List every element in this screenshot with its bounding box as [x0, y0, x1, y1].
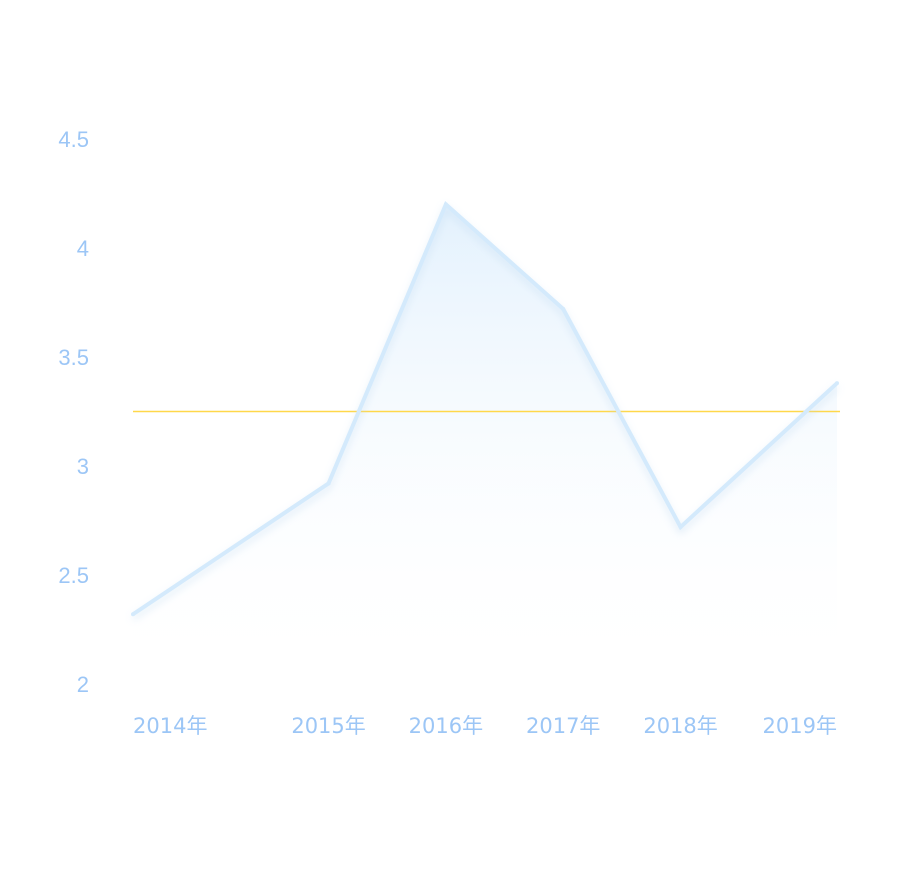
series-area	[133, 204, 837, 684]
plot-area	[131, 201, 840, 684]
y-axis-tick-labels: 4.5 4 3.5 3 2.5 2	[58, 127, 89, 697]
data-point	[443, 202, 448, 207]
x-tick-label: 2014年	[133, 714, 207, 738]
x-tick-label: 2016年	[409, 714, 483, 738]
y-tick-label: 3	[77, 454, 89, 479]
data-point	[835, 381, 839, 386]
y-tick-label: 2.5	[58, 563, 89, 588]
x-tick-label: 2015年	[291, 714, 365, 738]
y-tick-label: 2	[77, 672, 89, 697]
x-tick-label: 2018年	[643, 714, 717, 738]
y-tick-label: 4	[77, 236, 89, 261]
x-tick-label: 2019年	[763, 714, 837, 738]
y-tick-label: 3.5	[58, 345, 89, 370]
data-point	[678, 525, 683, 530]
data-point	[326, 481, 331, 486]
data-point	[561, 307, 566, 312]
y-tick-label: 4.5	[58, 127, 89, 152]
series-line	[131, 201, 839, 616]
x-axis-tick-labels: 2014年 2015年 2016年 2017年 2018年 2019年	[133, 714, 837, 738]
data-point	[131, 612, 135, 617]
x-tick-label: 2017年	[526, 714, 600, 738]
